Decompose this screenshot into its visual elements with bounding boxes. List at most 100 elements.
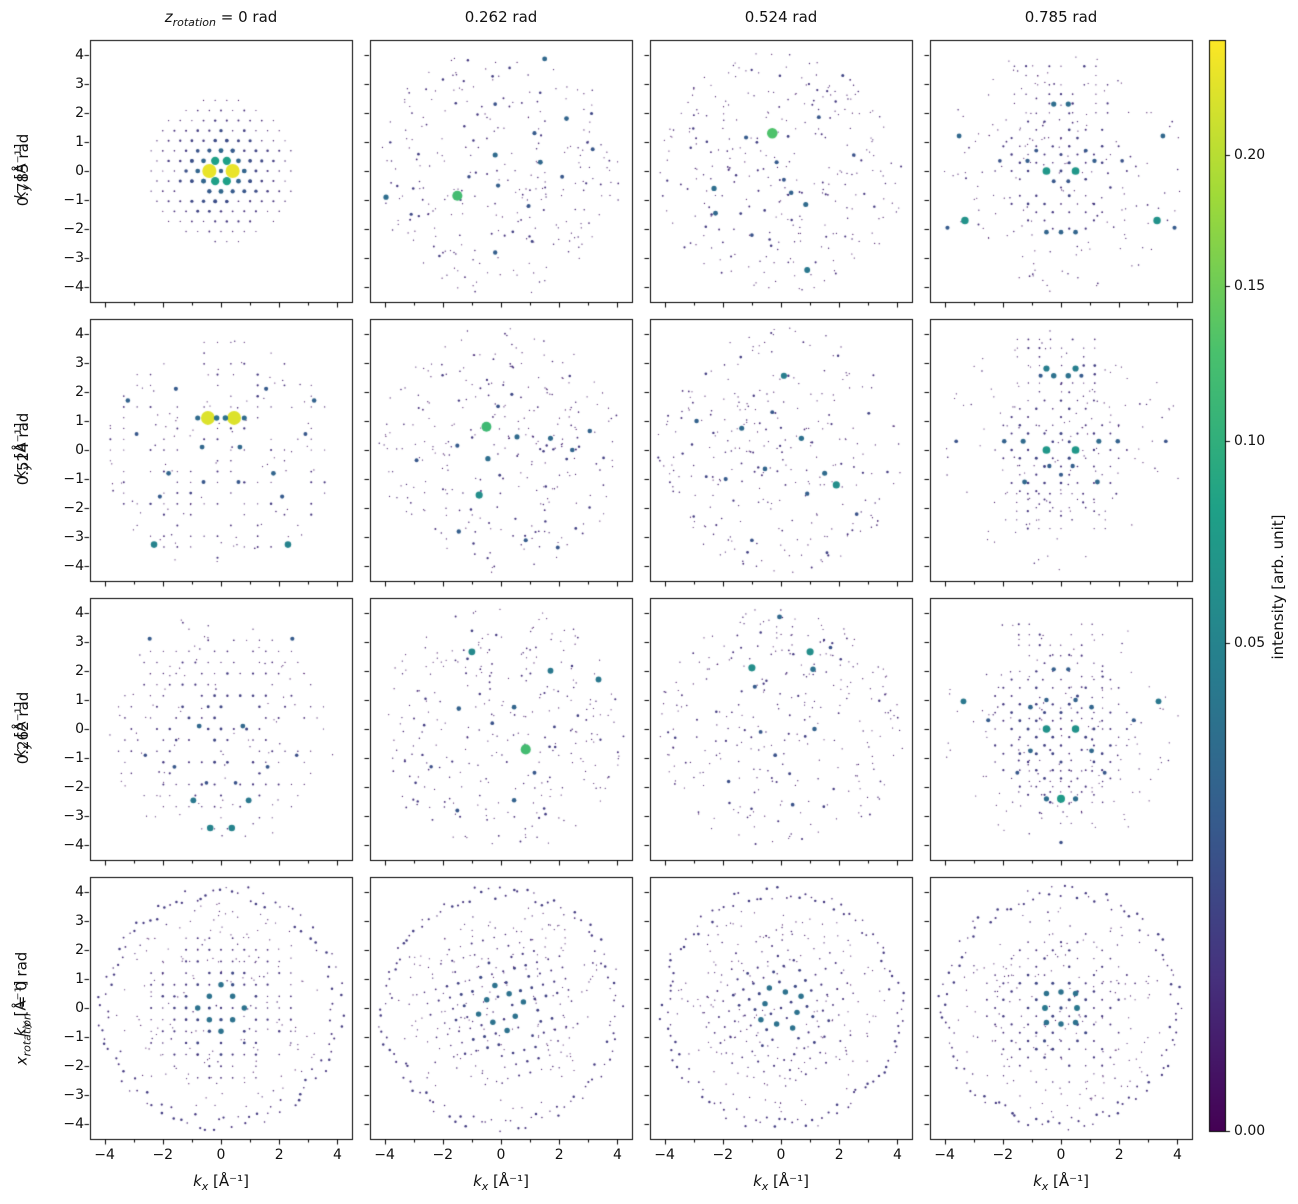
x-tick-label: −4 (94, 1147, 115, 1163)
y-tick-label: −4 (63, 837, 84, 854)
label-text: [Å⁻¹] (488, 1172, 529, 1190)
x-tick-label: 2 (1114, 1147, 1124, 1163)
y-axis-label: ky [Å⁻¹] (12, 97, 33, 247)
label-text: [Å⁻¹] (1048, 1172, 1089, 1190)
label-text: [Å⁻¹] (11, 422, 30, 464)
x-tick-label: 4 (892, 1147, 902, 1163)
math-sub: x (481, 1180, 489, 1193)
column-title: zrotation = 0 rad (90, 8, 352, 29)
x-tick-label: 0 (496, 1147, 506, 1163)
x-tick-label: 0 (776, 1147, 786, 1163)
y-tick-label: −3 (63, 808, 84, 825)
y-axis-label: ky [Å⁻¹] (12, 655, 33, 805)
colorbar-tick-label: 0.15 (1234, 277, 1266, 294)
label-text: [Å⁻¹] (11, 143, 30, 185)
y-tick-label: 0 (75, 163, 84, 179)
x-tick-label: −4 (654, 1147, 675, 1163)
y-tick-label: 1 (75, 133, 84, 150)
math-var: k (193, 1172, 202, 1190)
math-var: k (11, 748, 30, 758)
y-tick-label: 4 (75, 325, 84, 342)
x-tick-label: 4 (612, 1147, 622, 1163)
math-var: k (11, 1027, 30, 1037)
column-title: 0.524 rad (650, 8, 912, 26)
label-text: 0.524 rad (744, 8, 818, 26)
column-title: 0.262 rad (370, 8, 632, 26)
y-tick-label: 2 (75, 662, 84, 679)
y-axis-label: ky [Å⁻¹] (12, 376, 33, 526)
y-tick-label: 3 (75, 633, 84, 650)
y-tick-label: −3 (63, 529, 84, 546)
y-tick-label: −3 (63, 1087, 84, 1104)
colorbar-tick-label: 0.10 (1234, 432, 1266, 449)
x-axis-label: kx [Å⁻¹] (370, 1172, 632, 1193)
y-tick-label: 0 (75, 442, 84, 458)
math-var: k (11, 469, 30, 479)
y-tick-label: −1 (63, 192, 84, 209)
x-axis-label: kx [Å⁻¹] (930, 1172, 1192, 1193)
y-tick-label: −1 (63, 750, 84, 767)
math-var: k (473, 1172, 482, 1190)
label-text: [Å⁻¹] (208, 1172, 249, 1190)
colorbar-tick-label: 0.20 (1234, 147, 1266, 164)
y-tick-label: −2 (63, 500, 84, 517)
label-text: 0.262 rad (464, 8, 538, 26)
x-tick-label: 4 (1172, 1147, 1182, 1163)
y-tick-label: 3 (75, 75, 84, 92)
y-tick-label: −4 (63, 558, 84, 575)
y-tick-label: −2 (63, 221, 84, 238)
y-tick-label: −3 (63, 250, 84, 267)
x-axis-label: kx [Å⁻¹] (650, 1172, 912, 1193)
y-tick-label: 2 (75, 104, 84, 121)
y-tick-label: 4 (75, 46, 84, 63)
y-tick-label: 2 (75, 383, 84, 400)
x-tick-label: −2 (432, 1147, 454, 1163)
math-sub: x (761, 1180, 769, 1193)
column-title: 0.785 rad (930, 8, 1192, 26)
math-sub: x (1041, 1180, 1049, 1193)
label-text: 0.785 rad (1024, 8, 1098, 26)
x-tick-label: 2 (834, 1147, 844, 1163)
y-tick-label: −2 (63, 1058, 84, 1075)
math-sub: y (19, 184, 33, 191)
y-tick-label: 3 (75, 912, 84, 929)
math-var: k (1033, 1172, 1042, 1190)
math-sub: y (19, 463, 33, 470)
x-tick-label: −2 (712, 1147, 734, 1163)
x-tick-label: 4 (332, 1147, 342, 1163)
y-tick-label: −1 (63, 471, 84, 488)
y-tick-label: 1 (75, 691, 84, 708)
x-axis-label: kx [Å⁻¹] (90, 1172, 352, 1193)
math-var: k (753, 1172, 762, 1190)
colorbar-tick-label: 0.05 (1234, 635, 1266, 652)
x-tick-label: 2 (554, 1147, 564, 1163)
label-text: [Å⁻¹] (11, 980, 30, 1022)
y-axis-label: ky [Å⁻¹] (12, 934, 33, 1084)
label-text: [Å⁻¹] (11, 701, 30, 743)
y-tick-label: 0 (75, 1000, 84, 1016)
y-tick-label: 2 (75, 941, 84, 958)
y-tick-label: 1 (75, 970, 84, 987)
x-tick-label: −4 (374, 1147, 395, 1163)
x-tick-label: −4 (934, 1147, 955, 1163)
x-tick-label: 0 (1056, 1147, 1066, 1163)
y-tick-label: 4 (75, 883, 84, 900)
y-tick-label: −1 (63, 1029, 84, 1046)
colorbar-tick-label: 0.00 (1234, 1123, 1266, 1139)
y-tick-label: 1 (75, 412, 84, 429)
colorbar-label: intensity [arb. unit] (1269, 514, 1287, 660)
math-var: k (11, 190, 30, 200)
math-sub: y (19, 742, 33, 749)
label-text: = 0 rad (215, 8, 278, 26)
x-tick-label: −2 (992, 1147, 1014, 1163)
math-var: z (164, 8, 173, 26)
x-tick-label: 2 (274, 1147, 284, 1163)
x-tick-label: 0 (216, 1147, 226, 1163)
x-tick-label: −2 (152, 1147, 174, 1163)
y-tick-label: 3 (75, 354, 84, 371)
y-tick-label: −4 (63, 279, 84, 296)
math-sub: rotation (172, 16, 216, 29)
y-tick-label: −4 (63, 1116, 84, 1133)
